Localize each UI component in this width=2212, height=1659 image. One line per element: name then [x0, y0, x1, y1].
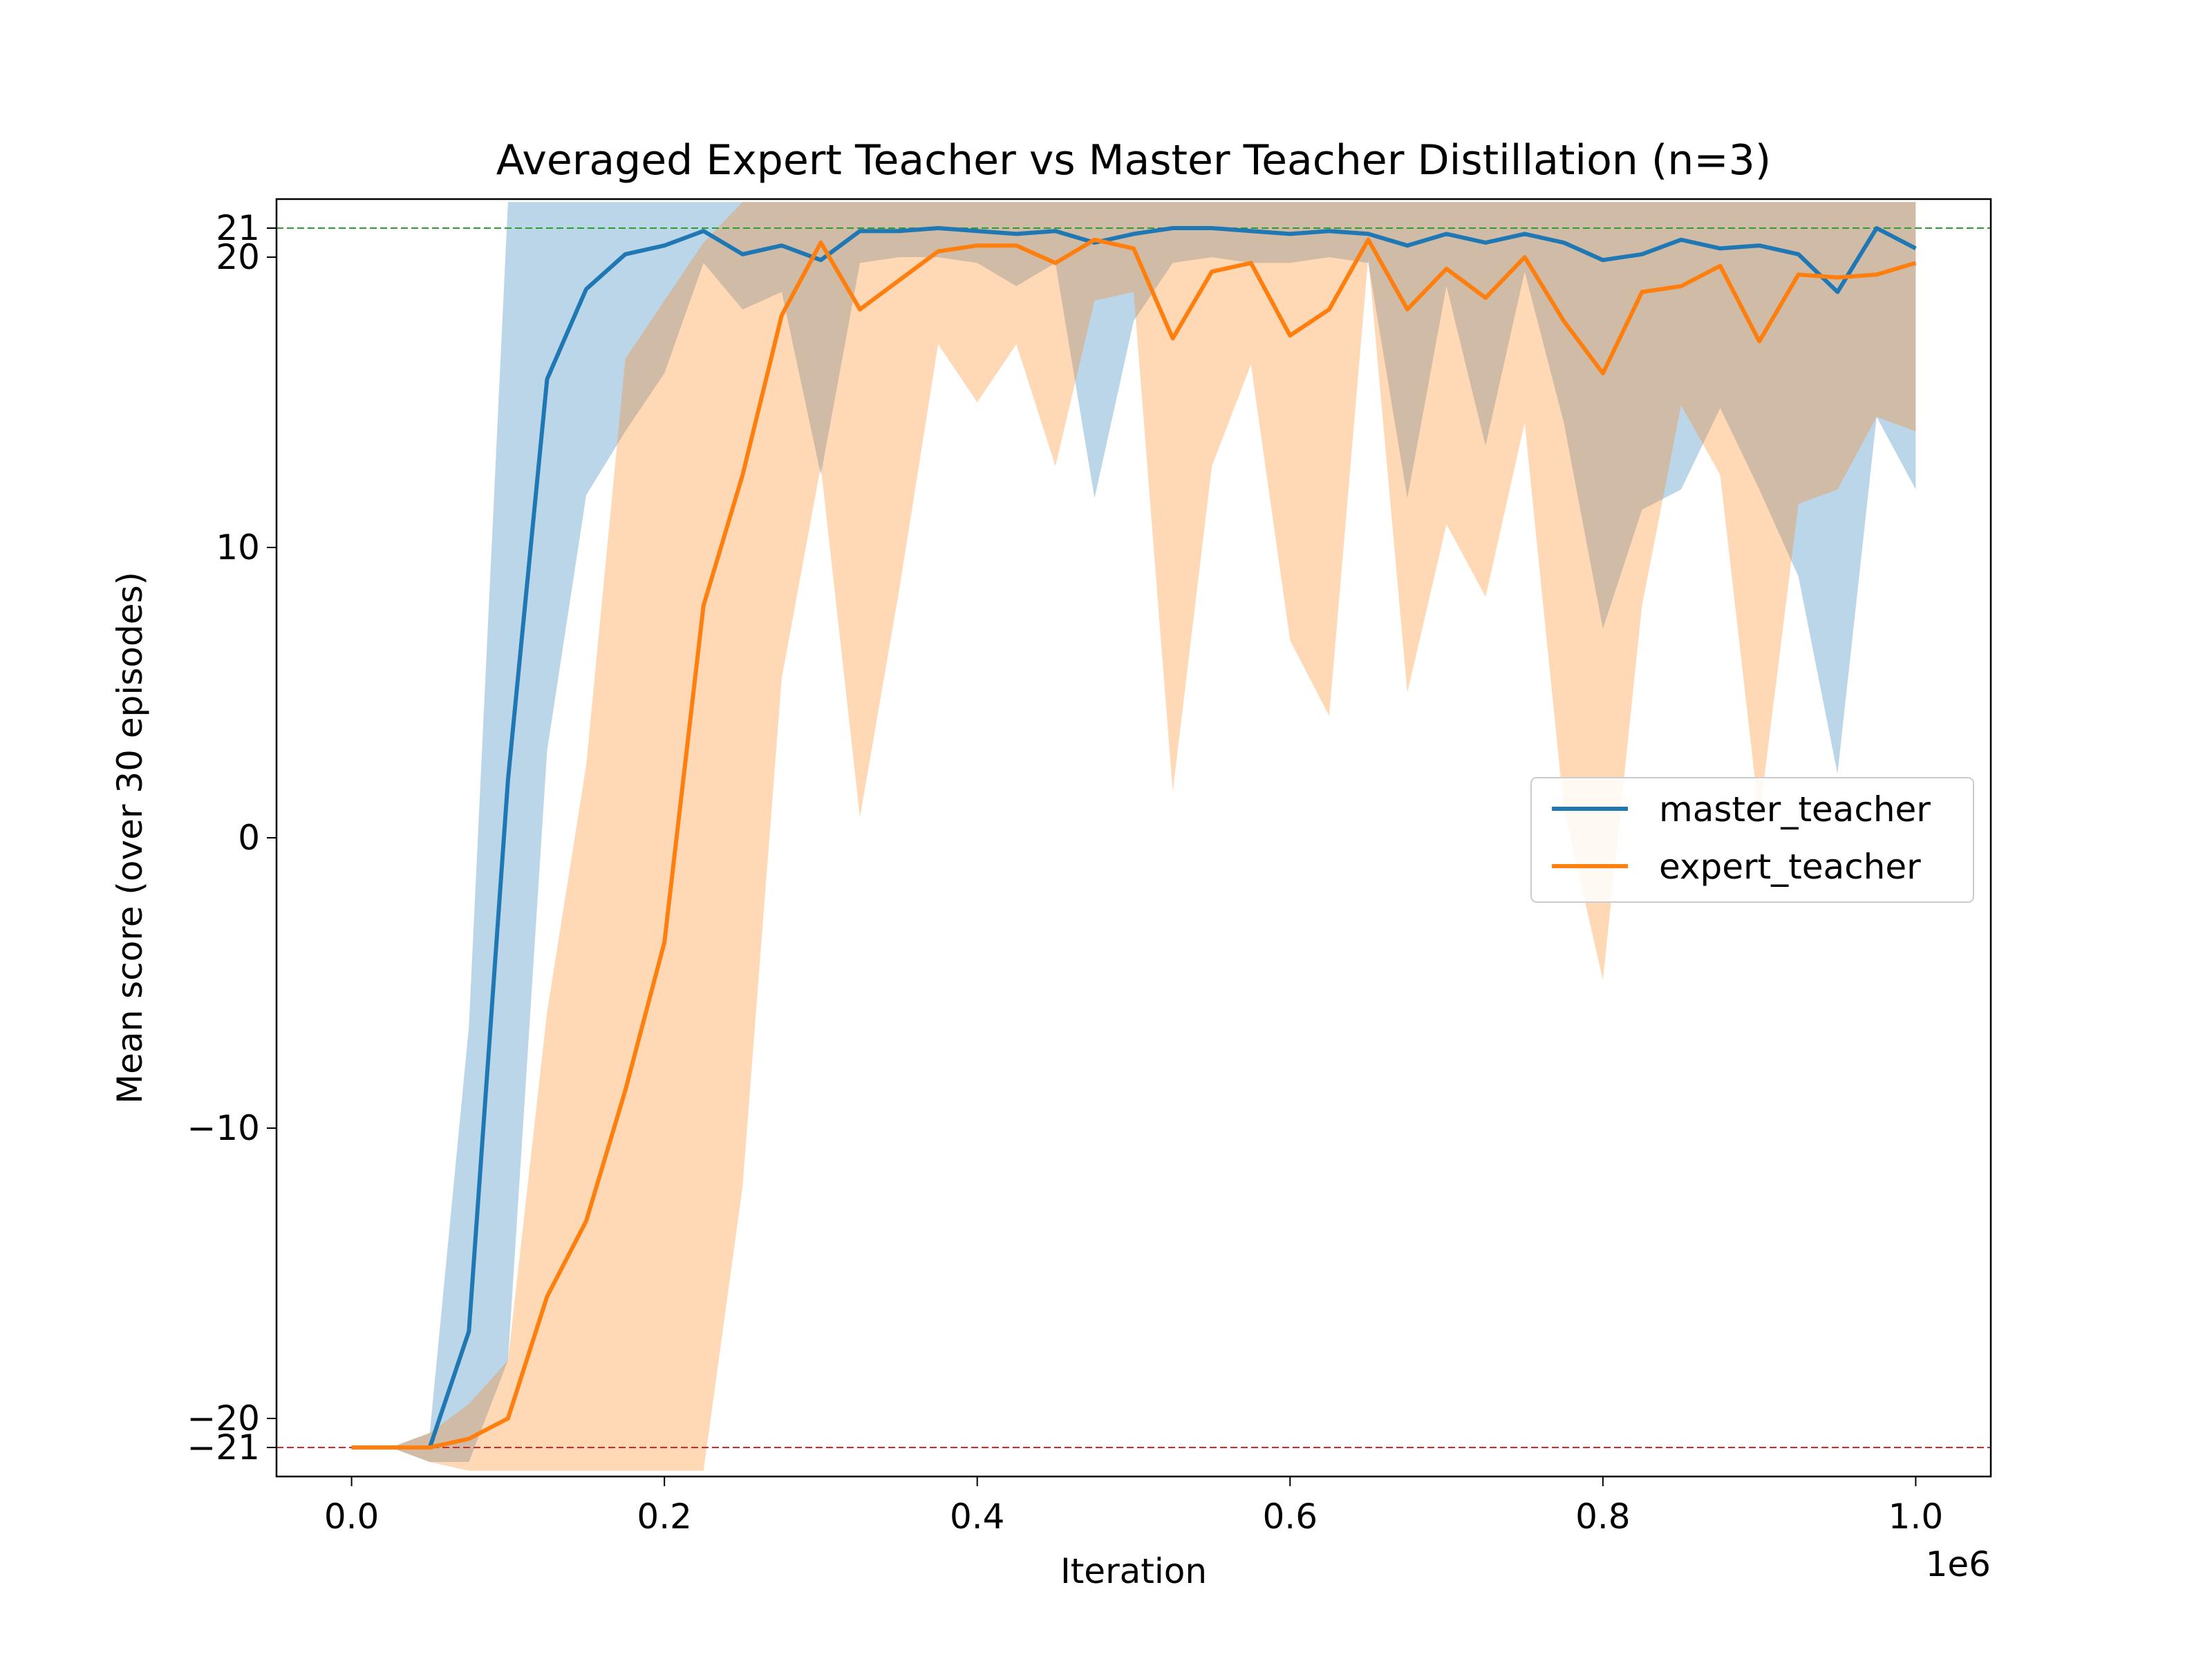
y-tick-label: −21 [187, 1427, 260, 1468]
x-axis-label: Iteration [1060, 1551, 1207, 1591]
y-tick-label: −10 [187, 1108, 260, 1148]
legend: master_teacher expert_teacher [1530, 777, 1974, 903]
legend-label-expert-teacher: expert_teacher [1659, 847, 1921, 887]
y-tick-label: 0 [238, 818, 260, 858]
y-tick-label: 10 [216, 527, 260, 568]
legend-label-master-teacher: master_teacher [1659, 789, 1931, 830]
x-axis-offset-label: 1e6 [1926, 1544, 1991, 1584]
series-line-master-teacher [351, 226, 1917, 1450]
y-tick-label: 21 [216, 208, 260, 248]
confidence-bands [351, 202, 1916, 1471]
band-expert-teacher [351, 202, 1916, 1471]
chart-title: Averaged Expert Teacher vs Master Teache… [496, 136, 1771, 185]
series-lines [351, 226, 1917, 1450]
x-tick-label: 0.2 [637, 1497, 692, 1537]
y-tick-label: −20 [187, 1398, 260, 1438]
x-tick-label: 0.8 [1575, 1497, 1631, 1537]
band-master-teacher [351, 202, 1916, 1463]
x-axis-ticks: 0.0 0.2 0.4 0.6 0.8 1.0 [324, 1477, 1943, 1537]
x-tick-label: 1.0 [1888, 1497, 1944, 1537]
x-tick-label: 0.6 [1263, 1497, 1318, 1537]
legend-box [1530, 777, 1974, 903]
reference-lines [276, 227, 1991, 1448]
series-line-expert-teacher [351, 237, 1917, 1450]
y-tick-label: 20 [216, 237, 260, 277]
x-tick-label: 0.0 [324, 1497, 379, 1537]
y-axis-label: Mean score (over 30 episodes) [110, 572, 150, 1104]
x-tick-label: 0.4 [950, 1497, 1005, 1537]
